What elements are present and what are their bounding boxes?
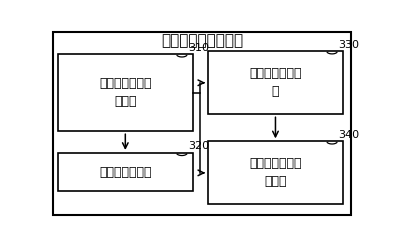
Text: 牙颌托盘形状确
定模块: 牙颌托盘形状确 定模块 bbox=[249, 157, 302, 188]
Bar bbox=[208, 141, 343, 205]
Text: 330: 330 bbox=[338, 40, 359, 50]
Text: 340: 340 bbox=[338, 130, 359, 140]
Text: 牙颌托盘的设计装置: 牙颌托盘的设计装置 bbox=[161, 33, 243, 48]
Bar bbox=[208, 51, 343, 114]
Text: 牙颌扫描数据获
取模块: 牙颌扫描数据获 取模块 bbox=[99, 77, 152, 108]
Text: 310: 310 bbox=[188, 43, 209, 53]
Text: 320: 320 bbox=[188, 141, 209, 151]
Bar bbox=[58, 54, 193, 131]
Text: 坐标系建立模块: 坐标系建立模块 bbox=[99, 165, 152, 179]
Text: 牙颌参数获取模
块: 牙颌参数获取模 块 bbox=[249, 67, 302, 98]
Bar bbox=[58, 153, 193, 191]
